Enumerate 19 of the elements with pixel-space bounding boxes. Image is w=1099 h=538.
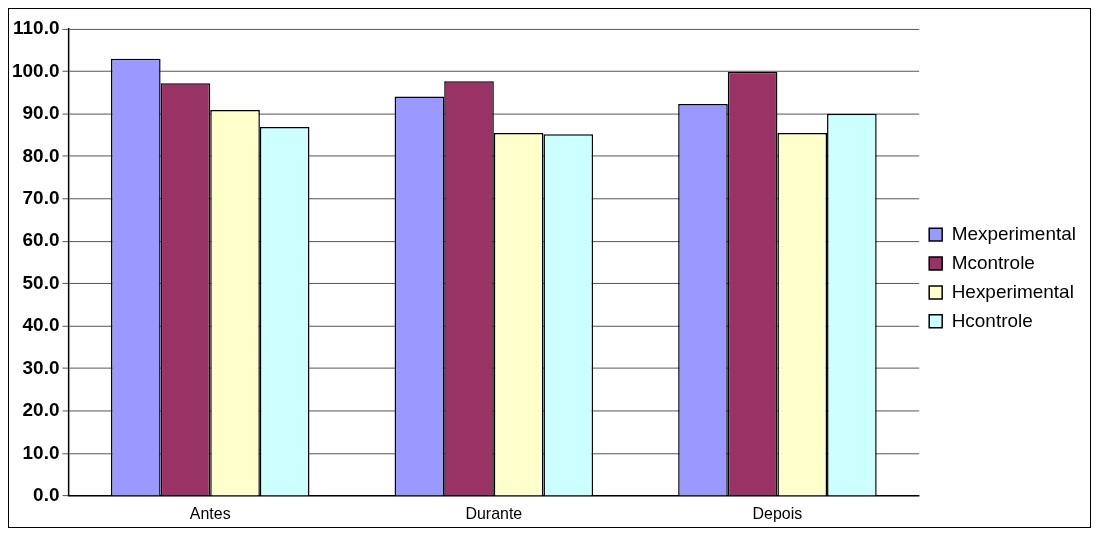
y-tick-label: 50.0 (22, 271, 60, 293)
y-tick-label: 80.0 (22, 144, 60, 166)
legend-label: Hexperimental (951, 280, 1074, 302)
y-tick-label: 0.0 (33, 484, 60, 506)
y-tick-label: 70.0 (22, 186, 60, 208)
y-tick-label: 20.0 (22, 399, 60, 421)
legend-label: Mexperimental (951, 222, 1076, 244)
y-tick-label: 40.0 (22, 314, 60, 336)
y-tick-label: 60.0 (22, 229, 60, 251)
y-tick-label: 10.0 (22, 441, 60, 463)
y-tick-label: 100.0 (12, 59, 60, 81)
legend-label: Mcontrole (951, 251, 1035, 273)
x-tick-label: Depois (752, 504, 803, 522)
x-tick-label: Durante (465, 504, 523, 522)
legend-label: Hcontrole (951, 309, 1033, 331)
y-tick-label: 30.0 (22, 356, 60, 378)
x-tick-label: Antes (189, 504, 231, 522)
y-tick-label: 110.0 (13, 17, 60, 39)
y-tick-label: 90.0 (22, 102, 60, 124)
